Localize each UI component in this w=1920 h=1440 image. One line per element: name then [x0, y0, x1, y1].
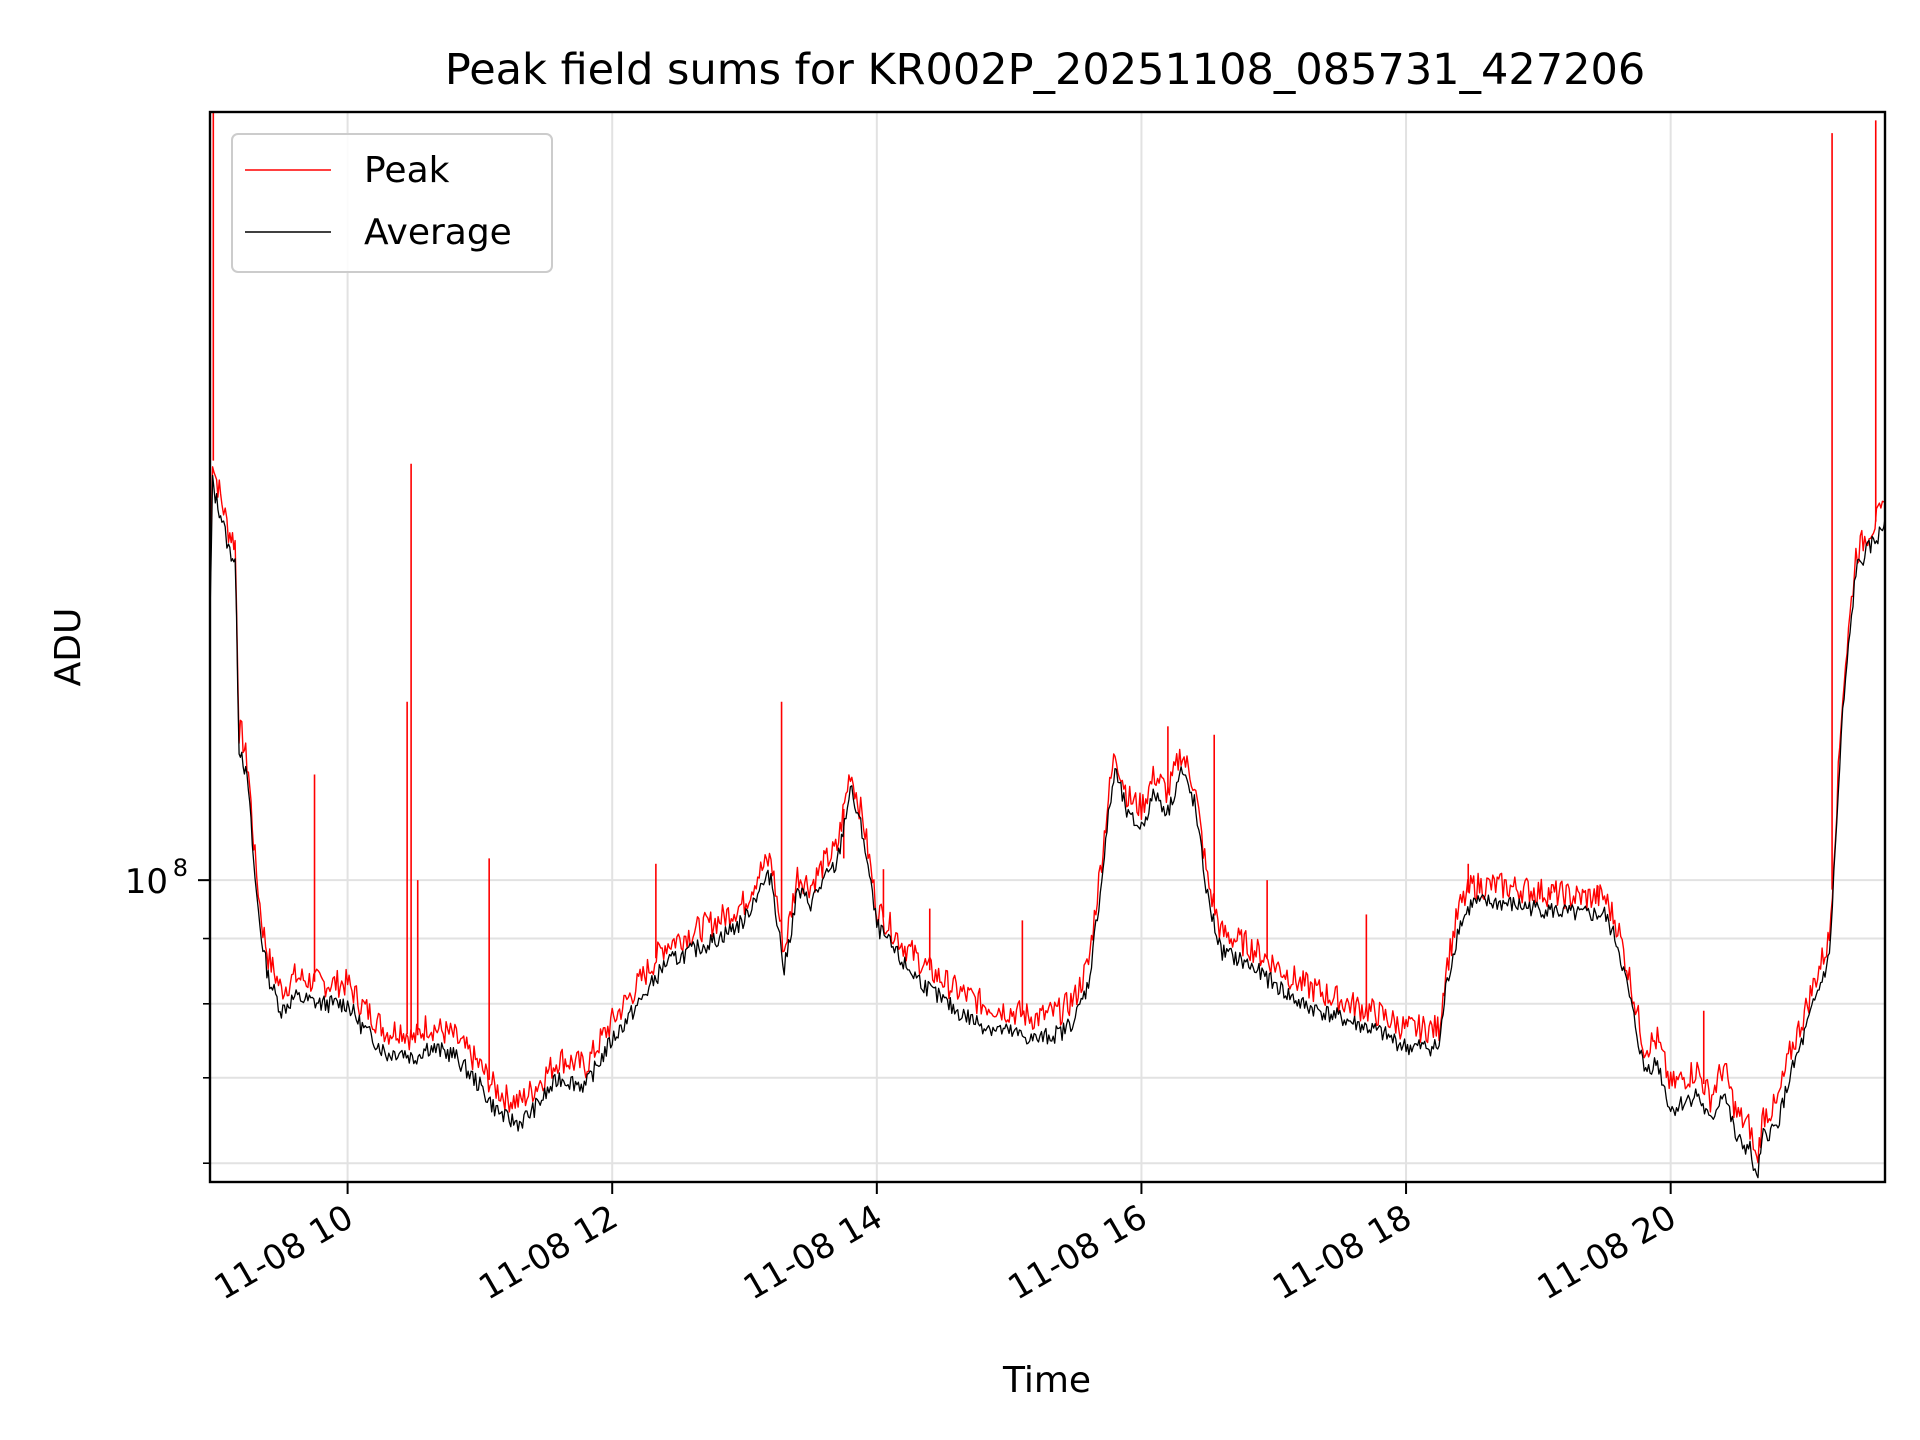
y-axis-label: ADU [48, 608, 89, 687]
legend-box [231, 133, 553, 273]
y-tick-exponent: 8 [173, 854, 188, 882]
x-axis-label: Time [1002, 1360, 1091, 1401]
series-line-peak [210, 466, 1885, 1164]
chart-title: Peak field sums for KR002P_20251108_0857… [445, 45, 1645, 95]
legend-label-average: Average [364, 212, 512, 253]
plot-frame [208, 110, 1887, 1184]
y-tick-label: 10 [125, 862, 168, 902]
legend-label-peak: Peak [364, 150, 450, 191]
legend: Peak Average [231, 133, 553, 273]
series-layer [210, 112, 1885, 1179]
series-line-average [210, 474, 1885, 1179]
